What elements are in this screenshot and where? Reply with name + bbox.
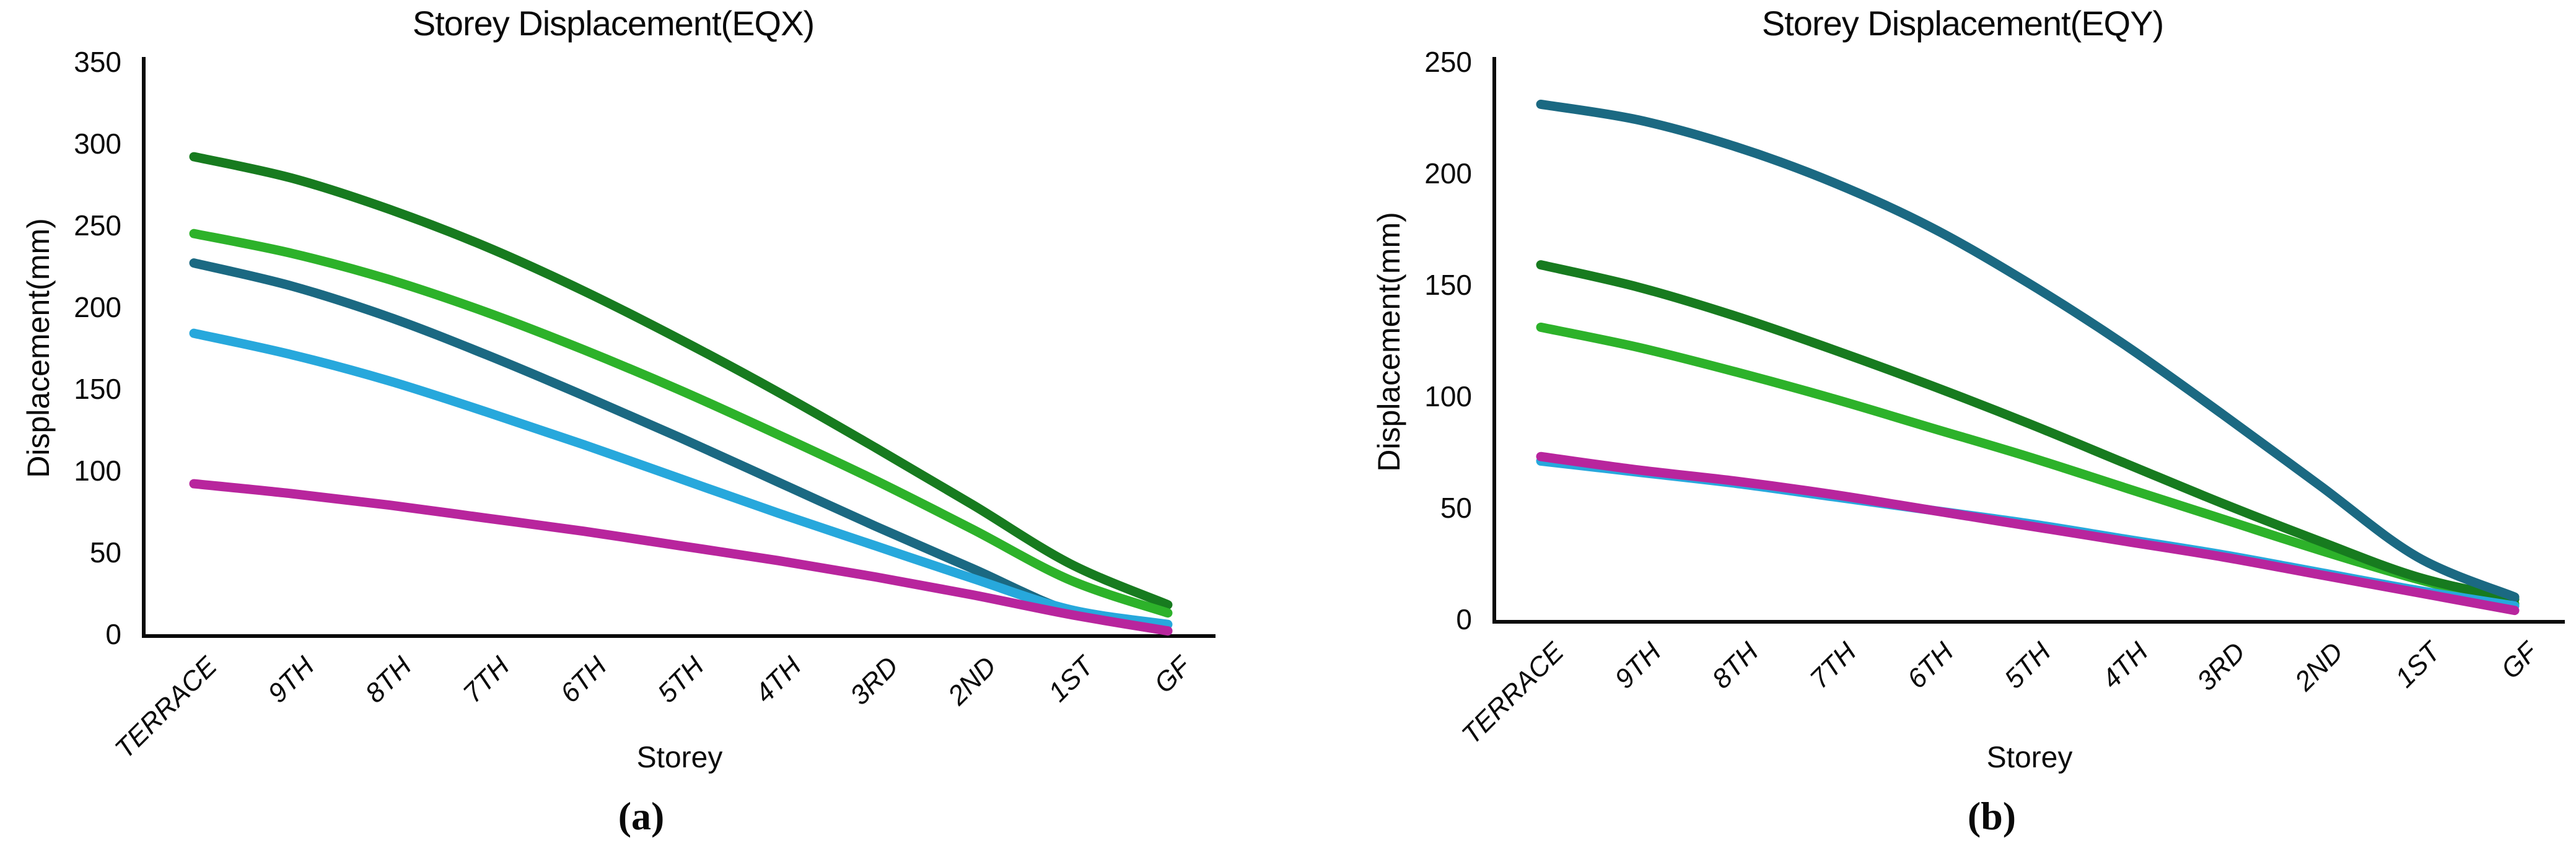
series-line-bright-green-eqy: [1536, 322, 2520, 609]
chart-title-eqx: Storey Displacement(EQX): [412, 4, 815, 43]
series-line-dark-green-eqx: [189, 152, 1173, 609]
y-tick-label-eqx: 350: [74, 46, 121, 78]
x-axis-title-eqy: Storey: [1986, 741, 2073, 774]
panel-caption-b: (b): [1967, 794, 2017, 838]
y-tick-label-eqy: 150: [1424, 269, 1472, 301]
y-tick-label-eqy: 200: [1424, 157, 1472, 190]
series-line-magenta-eqy: [1536, 451, 2520, 616]
series-line-dark-teal-eqx: [189, 258, 1173, 636]
axis-lines-eqy: [1492, 57, 2565, 624]
series-line-magenta-eqx: [189, 479, 1173, 636]
y-tick-label-eqy: 0: [1456, 603, 1472, 635]
y-tick-label-eqx: 250: [74, 209, 121, 242]
series-line-bright-green-eqx: [189, 229, 1173, 618]
y-tick-label-eqx: 300: [74, 128, 121, 160]
series-line-light-blue-eqx: [189, 328, 1173, 629]
y-tick-label-eqx: 100: [74, 455, 121, 487]
panel-caption-a: (a): [618, 794, 665, 838]
y-tick-label-eqy: 100: [1424, 380, 1472, 412]
x-axis-title-eqx: Storey: [636, 741, 723, 774]
y-tick-label-eqx: 200: [74, 291, 121, 323]
series-line-dark-green-eqy: [1536, 260, 2520, 604]
y-tick-label-eqx: 150: [74, 373, 121, 405]
chart-title-eqy: Storey Displacement(EQY): [1761, 4, 2164, 43]
series-line-dark-teal-eqy: [1536, 99, 2520, 602]
y-tick-label-eqy: 50: [1440, 492, 1472, 524]
y-tick-label-eqy: 250: [1424, 46, 1472, 78]
y-tick-label-eqx: 50: [89, 536, 121, 569]
y-tick-label-eqx: 0: [105, 618, 121, 650]
axis-lines-eqx: [142, 57, 1216, 638]
